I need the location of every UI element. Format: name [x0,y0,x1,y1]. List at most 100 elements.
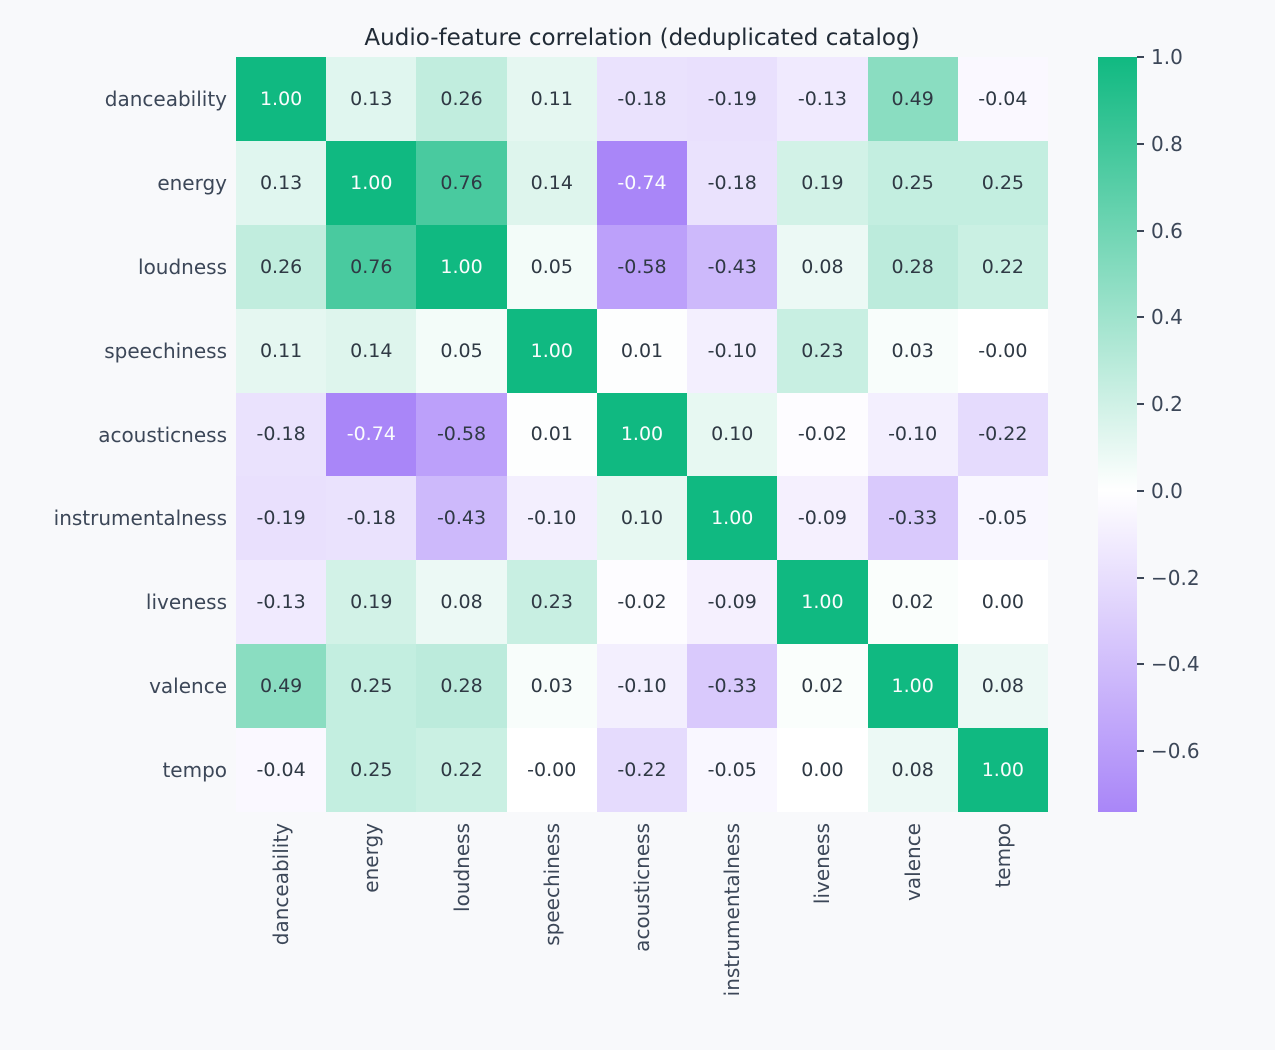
heatmap-cell-energy-instrumentalness: -0.18 [687,140,778,225]
heatmap-cell-speechiness-speechiness: 1.00 [506,308,597,393]
heatmap-cell-instrumentalness-tempo: -0.05 [957,476,1048,561]
heatmap-cell-speechiness-tempo: -0.00 [957,308,1048,393]
heatmap-cell-danceability-tempo: -0.04 [957,57,1048,141]
heatmap-cell-speechiness-valence: 0.03 [867,308,958,393]
heatmap-cell-valence-tempo: 0.08 [957,644,1048,729]
colorbar-tick [1137,56,1144,58]
heatmap-cell-instrumentalness-speechiness: -0.10 [506,476,597,561]
colorbar-tick-label: 0.4 [1151,305,1183,330]
y-tick-label-danceability: danceability [104,86,227,111]
colorbar [1098,57,1137,812]
colorbar-tick-label: −0.2 [1151,565,1200,590]
heatmap-cell-speechiness-instrumentalness: -0.10 [687,308,778,393]
heatmap-cell-acousticness-acousticness: 1.00 [596,392,688,477]
heatmap-cell-instrumentalness-loudness: -0.43 [416,476,507,561]
x-tick-label-instrumentalness: instrumentalness [720,823,745,997]
heatmap-cell-loudness-instrumentalness: -0.43 [687,224,778,309]
y-tick-label-loudness: loudness [138,254,227,279]
heatmap-cell-acousticness-instrumentalness: 0.10 [687,392,778,477]
heatmap-cell-speechiness-loudness: 0.05 [416,308,507,393]
heatmap-cell-liveness-danceability: -0.13 [236,560,327,645]
heatmap-cell-liveness-loudness: 0.08 [416,560,507,645]
heatmap-cell-energy-valence: 0.25 [867,140,958,225]
heatmap-cell-valence-loudness: 0.28 [416,644,507,729]
heatmap-cell-loudness-valence: 0.28 [867,224,958,309]
colorbar-tick-label: −0.4 [1151,652,1200,677]
x-tick-label-tempo: tempo [990,823,1015,888]
heatmap-cell-energy-speechiness: 0.14 [506,140,597,225]
colorbar-tick-label: 0.0 [1151,478,1183,503]
heatmap-cell-valence-energy: 0.25 [326,644,417,729]
heatmap-cell-loudness-danceability: 0.26 [236,224,327,309]
heatmap-cell-tempo-instrumentalness: -0.05 [687,728,778,812]
colorbar-tick [1137,489,1144,492]
heatmap-cell-instrumentalness-liveness: -0.09 [777,476,868,561]
colorbar-tick [1137,403,1144,406]
heatmap-cell-danceability-acousticness: -0.18 [596,57,688,141]
heatmap-cell-danceability-liveness: -0.13 [777,57,868,141]
heatmap-cell-speechiness-liveness: 0.23 [777,308,868,393]
colorbar-tick-label: 0.8 [1151,131,1183,156]
heatmap-cell-tempo-tempo: 1.00 [957,728,1048,812]
heatmap-cell-valence-danceability: 0.49 [236,644,327,729]
heatmap-cell-tempo-acousticness: -0.22 [596,728,688,812]
heatmap-cell-speechiness-energy: 0.14 [326,308,417,393]
heatmap-cell-valence-liveness: 0.02 [777,644,868,729]
heatmap-cell-speechiness-danceability: 0.11 [236,308,327,393]
heatmap-cell-energy-acousticness: -0.74 [596,140,688,225]
heatmap-cell-danceability-speechiness: 0.11 [506,57,597,141]
chart-title: Audio-feature correlation (deduplicated … [364,25,920,51]
heatmap-cell-danceability-instrumentalness: -0.19 [687,57,778,141]
heatmap-cell-loudness-liveness: 0.08 [777,224,868,309]
heatmap-cell-speechiness-acousticness: 0.01 [596,308,688,393]
heatmap-cell-liveness-speechiness: 0.23 [506,560,597,645]
heatmap-cell-valence-speechiness: 0.03 [506,644,597,729]
heatmap-cell-energy-liveness: 0.19 [777,140,868,225]
heatmap-cell-danceability-valence: 0.49 [867,57,958,141]
heatmap-cell-acousticness-loudness: -0.58 [416,392,507,477]
heatmap-cell-energy-loudness: 0.76 [416,140,507,225]
x-tick-label-speechiness: speechiness [539,823,564,946]
heatmap-cell-danceability-energy: 0.13 [326,57,417,141]
heatmap-cell-acousticness-energy: -0.74 [326,392,417,477]
colorbar-tick-label: 1.0 [1151,45,1183,69]
heatmap-cell-tempo-energy: 0.25 [326,728,417,812]
colorbar-tick-label: 0.2 [1151,392,1183,417]
heatmap-cell-liveness-acousticness: -0.02 [596,560,688,645]
colorbar-tick [1137,576,1144,579]
y-tick-label-acousticness: acousticness [98,422,227,447]
heatmap-cell-acousticness-valence: -0.10 [867,392,958,477]
heatmap-cell-instrumentalness-valence: -0.33 [867,476,958,561]
heatmap-cell-energy-tempo: 0.25 [957,140,1048,225]
heatmap-cell-energy-energy: 1.00 [326,140,417,225]
heatmap-cell-acousticness-speechiness: 0.01 [506,392,597,477]
heatmap-cell-liveness-energy: 0.19 [326,560,417,645]
colorbar-tick-label: −0.6 [1151,739,1200,764]
heatmap-cell-tempo-liveness: 0.00 [777,728,868,812]
colorbar-tick [1137,750,1144,753]
heatmap-cell-instrumentalness-instrumentalness: 1.00 [687,476,778,561]
heatmap-cell-loudness-energy: 0.76 [326,224,417,309]
colorbar-tick [1137,229,1144,232]
colorbar-tick [1137,316,1144,319]
heatmap-grid: 1.00 0.13 0.26 0.11 -0.18 -0.19 -0.13 0.49 -0.04… [236,57,1048,812]
heatmap-cell-danceability-loudness: 0.26 [416,57,507,141]
heatmap-cell-acousticness-tempo: -0.22 [957,392,1048,477]
heatmap-cell-valence-valence: 1.00 [867,644,958,729]
heatmap-cell-loudness-speechiness: 0.05 [506,224,597,309]
x-tick-label-energy: energy [359,823,384,893]
heatmap-cell-liveness-valence: 0.02 [867,560,958,645]
heatmap-cell-tempo-danceability: -0.04 [236,728,327,812]
heatmap-cell-valence-acousticness: -0.10 [596,644,688,729]
colorbar-tick [1137,663,1144,666]
heatmap-cell-tempo-loudness: 0.22 [416,728,507,812]
heatmap-cell-tempo-valence: 0.08 [867,728,958,812]
heatmap-cell-instrumentalness-danceability: -0.19 [236,476,327,561]
heatmap-cell-acousticness-liveness: -0.02 [777,392,868,477]
x-tick-label-valence: valence [900,823,925,901]
heatmap-cell-acousticness-danceability: -0.18 [236,392,327,477]
colorbar-tick [1137,142,1144,145]
heatmap-cell-tempo-speechiness: -0.00 [506,728,597,812]
heatmap-cell-energy-danceability: 0.13 [236,140,327,225]
heatmap-cell-liveness-liveness: 1.00 [777,560,868,645]
